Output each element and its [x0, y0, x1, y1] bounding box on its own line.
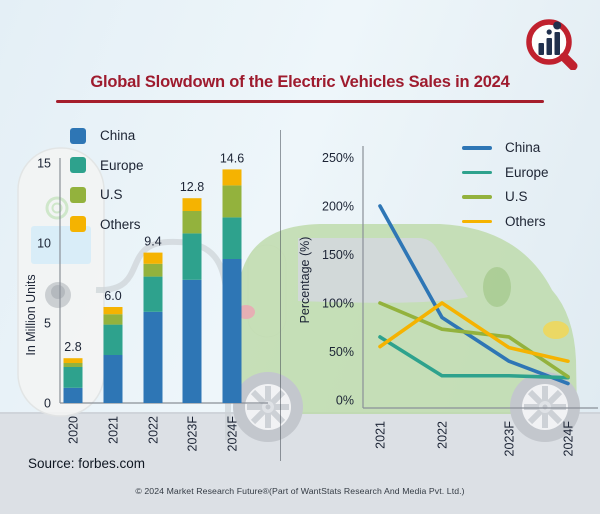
bar-segment-europe-2023f	[182, 233, 202, 280]
x-tick-label: 2020	[67, 416, 81, 444]
x-tick-label: 2023F	[503, 421, 517, 457]
y-tick-label: 100%	[322, 297, 354, 311]
bar-segment-others-2021	[103, 307, 123, 315]
y-tick-label: 50%	[329, 345, 354, 359]
chart-divider	[280, 130, 281, 461]
legend-item-us: U.S	[70, 186, 144, 204]
bar-total-label: 12.8	[180, 180, 204, 194]
legend-swatch-europe	[70, 157, 86, 174]
bar-segment-china-2021	[103, 355, 123, 403]
x-tick-label: 2021	[374, 421, 388, 449]
bar-segment-china-2024f	[222, 259, 242, 403]
bar-segment-us-2021	[103, 314, 123, 325]
line-series-europe	[378, 335, 570, 380]
bar-growth-icon	[538, 21, 562, 55]
bar-segment-europe-2021	[103, 324, 123, 355]
page-title: Global Slowdown of the Electric Vehicles…	[90, 73, 510, 91]
legend-swatch-others	[70, 216, 86, 233]
bar-segment-us-2020	[63, 363, 83, 367]
line-chart-growth-percentage: 0% 50% 100% 150% 200% 250% Percentage (%) 2021 2…	[298, 146, 598, 457]
source-text: Source: forbes.com	[28, 456, 146, 471]
bar-segment-us-2024f	[222, 185, 242, 218]
legend-label: Europe	[100, 157, 144, 173]
line-series-others	[378, 301, 570, 363]
bar-segment-others-2023f	[182, 198, 202, 211]
bar-total-label: 6.0	[104, 289, 121, 303]
x-tick-label: 2021	[107, 416, 121, 444]
y-tick-label: 250%	[322, 151, 354, 165]
legend-label: Others	[100, 216, 141, 232]
x-tick-label: 2022	[436, 421, 450, 449]
legend-item-china: China	[462, 139, 549, 157]
legend-swatch-others	[462, 219, 492, 223]
bar-segment-china-2023f	[182, 279, 202, 403]
legend-item-us: U.S	[462, 188, 549, 206]
legend-label: U.S	[505, 189, 528, 204]
market-research-future-logo	[526, 19, 578, 70]
bar-total-label: 9.4	[144, 235, 161, 249]
y-tick-label: 0%	[336, 394, 354, 408]
bar-segment-us-2022	[143, 263, 163, 277]
y-tick-label: 200%	[322, 200, 354, 214]
legend-label: Others	[505, 213, 546, 229]
bar-segment-china-2022	[143, 311, 163, 403]
legend-item-others: Others	[70, 216, 144, 234]
y-tick-label: 15	[37, 157, 51, 171]
legend-label: Europe	[505, 164, 549, 180]
bar-segment-europe-2024f	[222, 217, 242, 259]
x-tick-label: 2022	[147, 416, 161, 444]
legend-label: U.S	[100, 187, 123, 202]
legend-item-europe: Europe	[462, 164, 549, 182]
legend-swatch-us	[70, 186, 86, 203]
y-tick-label: 0	[44, 397, 51, 411]
y-tick-label: 150%	[322, 248, 354, 262]
y-tick-label: 5	[44, 317, 51, 331]
legend-item-others: Others	[462, 213, 549, 231]
bar-total-label: 14.6	[220, 151, 244, 165]
legend-label: China	[505, 140, 541, 155]
bar-chart-legend: China Europe U.S Others	[70, 127, 144, 233]
bar-segment-others-2020	[63, 358, 83, 363]
legend-item-europe: Europe	[70, 157, 144, 175]
legend-swatch-china	[70, 127, 86, 144]
bar-segment-europe-2022	[143, 276, 163, 312]
y-axis-title: In Million Units	[24, 274, 38, 355]
line-chart-legend: China Europe U.S Others	[462, 139, 549, 230]
x-tick-label: 2024F	[562, 421, 576, 457]
y-axis-title: Percentage (%)	[298, 237, 312, 324]
title-underline	[56, 100, 544, 103]
legend-swatch-europe	[462, 170, 492, 174]
bar-segment-others-2022	[143, 252, 163, 264]
legend-swatch-us	[462, 195, 492, 199]
bar-chart-ev-sales: 0 5 10 15 In Million Units 2.8 2020 6.0 2021 9.4 2…	[24, 151, 268, 452]
legend-item-china: China	[70, 127, 144, 145]
bar-segment-others-2024f	[222, 169, 242, 186]
bar-segment-us-2023f	[182, 211, 202, 234]
legend-swatch-china	[462, 146, 492, 150]
bar-segment-china-2020	[63, 387, 83, 403]
x-tick-label: 2024F	[226, 416, 240, 452]
bar-total-label: 2.8	[64, 340, 81, 354]
x-tick-label: 2023F	[186, 416, 200, 452]
copyright-text: © 2024 Market Research Future®(Part of W…	[135, 486, 465, 496]
line-series-china	[378, 204, 570, 386]
y-tick-label: 10	[37, 237, 51, 251]
bar-segment-europe-2020	[63, 367, 83, 388]
legend-label: China	[100, 128, 136, 143]
line-series-us	[378, 301, 570, 379]
